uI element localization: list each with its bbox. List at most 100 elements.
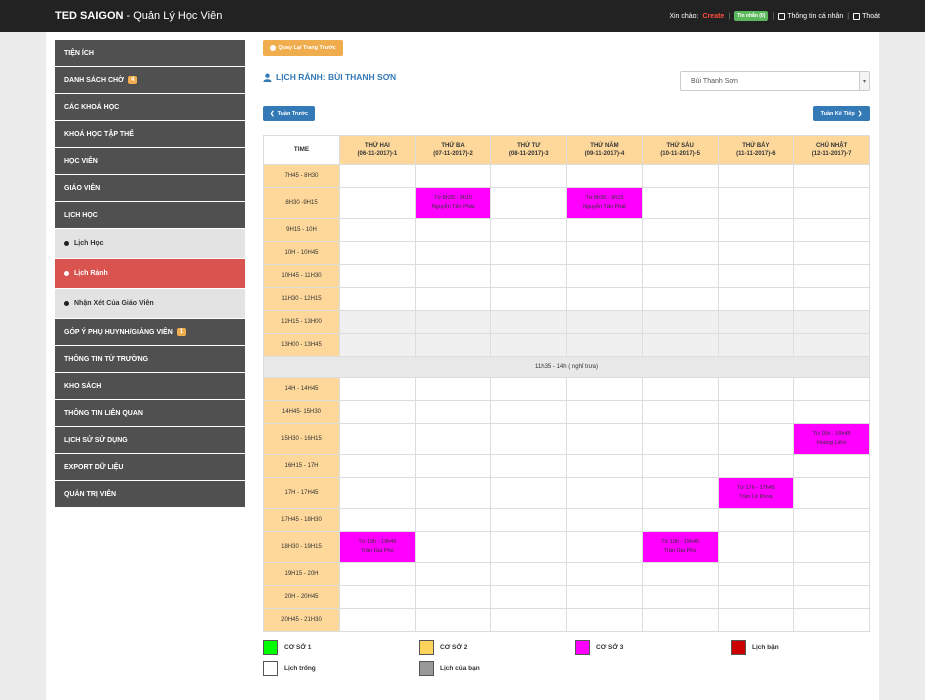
schedule-cell[interactable] [566, 608, 643, 632]
schedule-cell[interactable] [641, 423, 719, 455]
schedule-cell[interactable] [717, 585, 795, 609]
schedule-cell[interactable] [339, 264, 416, 288]
logout-link[interactable]: Thoát [853, 12, 880, 20]
schedule-cell[interactable] [717, 287, 795, 311]
schedule-cell[interactable] [414, 164, 492, 188]
sidebar-item-kho-sach[interactable]: KHO SÁCH [55, 373, 245, 399]
schedule-cell[interactable] [414, 241, 492, 265]
schedule-cell[interactable] [339, 333, 416, 357]
schedule-cell[interactable] [414, 264, 492, 288]
sidebar-subitem-nhan-xet[interactable]: Nhận Xét Của Giáo Viên [55, 289, 245, 318]
schedule-cell[interactable] [641, 562, 719, 586]
schedule-cell[interactable] [414, 218, 492, 242]
schedule-event[interactable]: Từ 8h30 - 9h15 Nguyễn Tấn Phát [566, 187, 643, 219]
schedule-cell[interactable] [414, 287, 492, 311]
schedule-event[interactable]: Từ 16h - 16h45 Hoàng Liêm [793, 423, 870, 455]
schedule-cell[interactable] [717, 423, 795, 455]
schedule-cell[interactable] [717, 531, 795, 563]
schedule-cell[interactable] [641, 508, 719, 532]
schedule-cell[interactable] [490, 477, 568, 509]
schedule-cell[interactable] [490, 187, 568, 219]
app-brand[interactable]: TED SAIGON - Quản Lý Học Viên [55, 10, 222, 22]
schedule-cell[interactable] [490, 333, 568, 357]
schedule-cell[interactable] [566, 562, 643, 586]
schedule-cell[interactable] [339, 187, 416, 219]
schedule-cell[interactable] [641, 187, 719, 219]
schedule-cell[interactable] [490, 531, 568, 563]
schedule-event[interactable]: Từ 19h - 19h45 Trần Gia Phú [641, 531, 719, 563]
schedule-cell[interactable] [717, 333, 795, 357]
sidebar-item-thong-tin-tu-truong[interactable]: THÔNG TIN TỪ TRƯỜNG [55, 346, 245, 372]
schedule-cell[interactable] [490, 608, 568, 632]
schedule-cell[interactable] [793, 218, 870, 242]
schedule-cell[interactable] [793, 531, 870, 563]
schedule-cell[interactable] [793, 187, 870, 219]
schedule-cell[interactable] [717, 608, 795, 632]
schedule-event[interactable]: Từ 19h - 19h45 Trần Gia Phú [339, 531, 416, 563]
schedule-cell[interactable] [339, 241, 416, 265]
schedule-cell[interactable] [414, 377, 492, 401]
sidebar-item-export[interactable]: EXPORT DỮ LIỆU [55, 454, 245, 480]
schedule-cell[interactable] [793, 377, 870, 401]
schedule-cell[interactable] [566, 287, 643, 311]
schedule-cell[interactable] [490, 377, 568, 401]
schedule-cell[interactable] [566, 241, 643, 265]
schedule-cell[interactable] [414, 310, 492, 334]
messages-button[interactable]: Tin nhắn (0) [734, 11, 769, 21]
schedule-cell[interactable] [339, 562, 416, 586]
schedule-cell[interactable] [641, 377, 719, 401]
schedule-cell[interactable] [566, 377, 643, 401]
schedule-cell[interactable] [339, 218, 416, 242]
schedule-cell[interactable] [717, 562, 795, 586]
schedule-cell[interactable] [490, 562, 568, 586]
schedule-cell[interactable] [339, 423, 416, 455]
schedule-cell[interactable] [566, 218, 643, 242]
schedule-cell[interactable] [414, 400, 492, 424]
schedule-cell[interactable] [717, 218, 795, 242]
next-week-button[interactable]: Tuần Kế Tiếp ❯ [813, 106, 870, 121]
schedule-cell[interactable] [793, 310, 870, 334]
schedule-cell[interactable] [641, 400, 719, 424]
schedule-cell[interactable] [793, 608, 870, 632]
schedule-cell[interactable] [339, 310, 416, 334]
schedule-cell[interactable] [490, 508, 568, 532]
schedule-cell[interactable] [490, 310, 568, 334]
schedule-cell[interactable] [566, 477, 643, 509]
schedule-cell[interactable] [793, 264, 870, 288]
schedule-cell[interactable] [414, 333, 492, 357]
schedule-cell[interactable] [414, 477, 492, 509]
sidebar-item-gop-y[interactable]: GÓP Ý PHỤ HUYNH/GIẢNG VIÊN 1 [55, 319, 245, 345]
schedule-cell[interactable] [641, 333, 719, 357]
schedule-cell[interactable] [339, 585, 416, 609]
schedule-cell[interactable] [641, 310, 719, 334]
sidebar-item-hoc-vien[interactable]: HỌC VIÊN [55, 148, 245, 174]
back-button[interactable]: Quay Lại Trang Trước [263, 40, 343, 56]
schedule-cell[interactable] [717, 454, 795, 478]
schedule-cell[interactable] [793, 508, 870, 532]
schedule-cell[interactable] [490, 400, 568, 424]
username-link[interactable]: Create [702, 12, 725, 20]
schedule-cell[interactable] [566, 585, 643, 609]
schedule-cell[interactable] [793, 585, 870, 609]
schedule-cell[interactable] [641, 241, 719, 265]
schedule-cell[interactable] [793, 400, 870, 424]
schedule-cell[interactable] [414, 585, 492, 609]
teacher-select[interactable]: Bùi Thanh Sơn ▾ [680, 71, 870, 91]
schedule-cell[interactable] [566, 333, 643, 357]
schedule-cell[interactable] [339, 164, 416, 188]
profile-link[interactable]: Thông tin cá nhân [778, 12, 843, 20]
schedule-cell[interactable] [641, 264, 719, 288]
schedule-cell[interactable] [339, 287, 416, 311]
schedule-cell[interactable] [490, 164, 568, 188]
schedule-event[interactable]: Từ 8h30 - 9h15 Nguyễn Tấn Phát [414, 187, 492, 219]
prev-week-button[interactable]: ❮ Tuần Trước [263, 106, 315, 121]
schedule-cell[interactable] [414, 562, 492, 586]
sidebar-item-lich-su-su-dung[interactable]: LỊCH SỬ SỬ DỤNG [55, 427, 245, 453]
schedule-cell[interactable] [339, 508, 416, 532]
schedule-cell[interactable] [490, 264, 568, 288]
schedule-cell[interactable] [717, 508, 795, 532]
schedule-cell[interactable] [566, 423, 643, 455]
schedule-cell[interactable] [414, 423, 492, 455]
schedule-cell[interactable] [414, 531, 492, 563]
schedule-cell[interactable] [566, 400, 643, 424]
